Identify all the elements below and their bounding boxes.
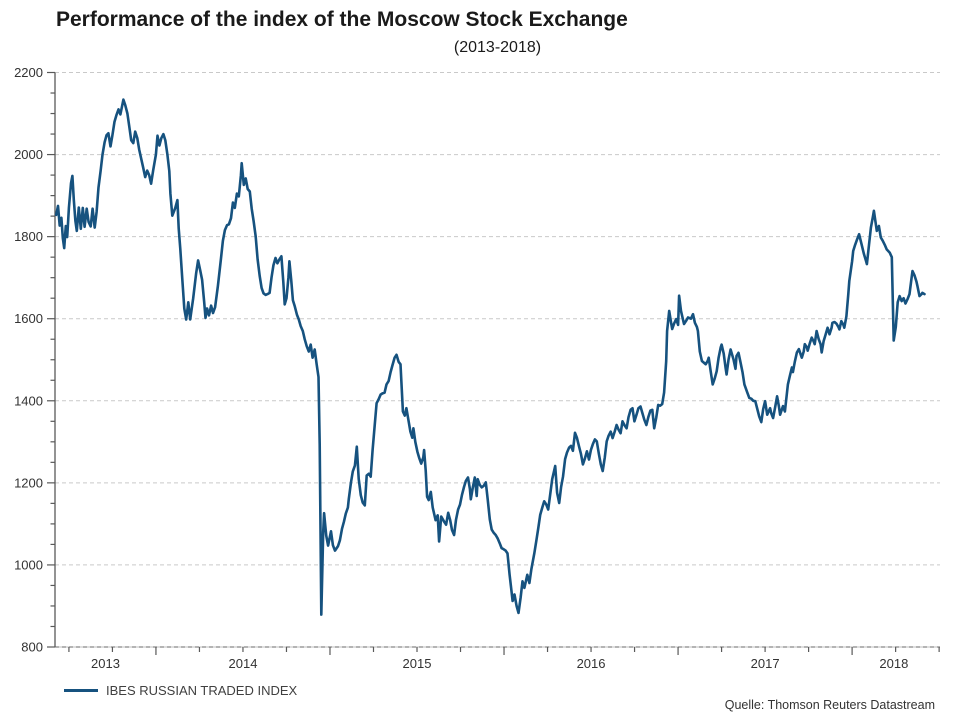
y-tick-label: 1600	[14, 311, 43, 326]
page-subtitle: (2013-2018)	[453, 39, 542, 56]
source-note: Quelle: Thomson Reuters Datastream	[724, 698, 935, 712]
y-tick-label: 1000	[14, 557, 43, 572]
legend-label: IBES RUSSIAN TRADED INDEX	[106, 682, 298, 698]
x-tick-label: 2016	[577, 656, 606, 671]
x-tick-label: 2013	[91, 656, 120, 671]
page-title: Performance of the index of the Moscow S…	[56, 8, 628, 31]
x-tick-label: 2015	[403, 656, 432, 671]
x-tick-label: 2018	[879, 656, 908, 671]
y-tick-label: 800	[21, 640, 43, 655]
y-tick-label: 1200	[14, 475, 43, 490]
legend: IBES RUSSIAN TRADED INDEX	[64, 682, 297, 698]
legend-line-icon	[64, 688, 98, 692]
y-tick-label: 1800	[14, 229, 43, 244]
y-tick-label: 1400	[14, 393, 43, 408]
x-tick-label: 2017	[751, 656, 780, 671]
y-tick-label: 2000	[14, 147, 43, 162]
y-tick-label: 2200	[14, 65, 43, 80]
index-line	[54, 98, 926, 616]
x-tick-label: 2014	[229, 656, 258, 671]
